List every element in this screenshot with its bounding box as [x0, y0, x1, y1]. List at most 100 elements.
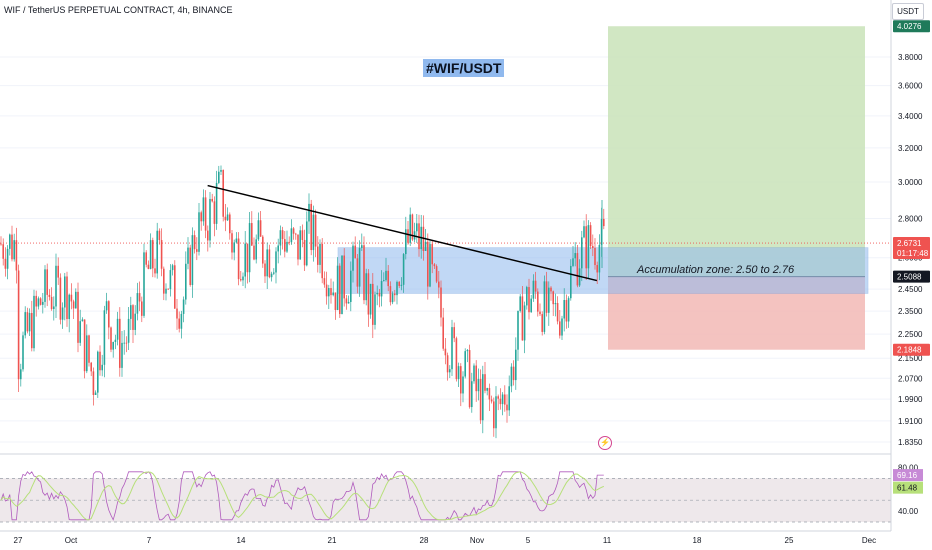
- candle-body: [561, 318, 563, 336]
- candle-body: [385, 270, 387, 281]
- candle-body: [462, 376, 464, 394]
- candle-body: [86, 335, 88, 372]
- candle-body: [15, 240, 18, 271]
- candle-body: [409, 214, 411, 243]
- candle-body: [306, 221, 308, 266]
- candle-body: [378, 292, 381, 297]
- candle-body: [266, 249, 268, 277]
- candle-body: [132, 305, 134, 330]
- candle-body: [31, 312, 33, 349]
- candle-body: [400, 284, 403, 286]
- candle-body: [147, 264, 150, 269]
- candle-body: [242, 276, 244, 281]
- candle-body: [231, 233, 233, 253]
- candle-body: [44, 269, 46, 302]
- currency-button[interactable]: USDT: [892, 3, 924, 20]
- candle-body: [279, 230, 282, 246]
- candle-body: [488, 388, 491, 400]
- candle-body: [471, 381, 473, 408]
- candle-body: [275, 251, 277, 273]
- target-zone[interactable]: [608, 26, 865, 277]
- price-tick-label: 2.0700: [898, 374, 923, 383]
- candle-body: [510, 366, 513, 387]
- candle-body: [431, 244, 433, 265]
- candle-body: [352, 245, 354, 271]
- candle-body: [189, 247, 191, 285]
- rsi-last-bg: [893, 469, 923, 482]
- candle-body: [229, 214, 231, 234]
- candle-body: [301, 230, 304, 240]
- candle-body: [99, 351, 101, 371]
- candle-body: [143, 252, 145, 316]
- candle-body: [332, 292, 334, 296]
- candle-body: [180, 313, 183, 329]
- candle-body: [246, 243, 249, 273]
- candle-body: [563, 300, 565, 319]
- candle-body: [94, 392, 97, 395]
- candle-body: [141, 301, 143, 316]
- candle-body: [55, 265, 57, 307]
- candle-body: [103, 310, 106, 365]
- candle-body: [152, 240, 154, 269]
- candle-body: [101, 364, 103, 371]
- candle-body: [435, 266, 438, 282]
- candle-body: [314, 214, 317, 247]
- candle-body: [273, 272, 275, 274]
- candle-body: [486, 388, 488, 391]
- candle-body: [361, 245, 363, 248]
- trendline[interactable]: [207, 184, 598, 282]
- rsi-ma-line: [0, 471, 604, 521]
- candle-body: [396, 281, 398, 296]
- candle-body: [515, 349, 517, 381]
- candle-body: [328, 288, 330, 297]
- candle-body: [130, 305, 132, 319]
- accumulation-zone[interactable]: [337, 247, 869, 294]
- candle-body: [407, 229, 409, 243]
- candle-body: [523, 305, 526, 341]
- entry-price-label: 2.5088: [897, 273, 922, 282]
- candle-body: [79, 321, 81, 343]
- candle-body: [552, 291, 554, 305]
- candle-body: [581, 237, 583, 269]
- candle-body: [240, 279, 242, 281]
- target-price-label-bg: [893, 20, 930, 33]
- last-price-label-countdown: 01:17:48: [897, 249, 929, 258]
- candle-body: [449, 369, 451, 373]
- candle-body: [444, 348, 447, 356]
- candle-body: [187, 247, 189, 264]
- candle-body: [482, 374, 484, 421]
- rsi-tick-label: 40.00: [898, 507, 919, 516]
- candle-body: [193, 235, 196, 250]
- time-tick-label: 28: [420, 536, 429, 545]
- time-tick-label: 7: [147, 536, 152, 545]
- rsi-ma-label: 61.48: [897, 484, 918, 493]
- candle-body: [127, 318, 130, 343]
- candle-body: [284, 239, 286, 252]
- candle-body: [299, 230, 301, 260]
- candle-body: [171, 265, 174, 271]
- candle-body: [394, 293, 396, 296]
- rsi-last-label: 69.16: [897, 471, 918, 480]
- candle-body: [336, 265, 339, 310]
- candle-body: [460, 366, 462, 394]
- candle-body: [380, 281, 383, 297]
- price-tick-label: 1.9900: [898, 395, 923, 404]
- candle-body: [24, 312, 26, 336]
- candle-body: [220, 170, 222, 172]
- candle-body: [270, 273, 273, 278]
- candle-body: [372, 283, 374, 325]
- candle-body: [215, 182, 218, 224]
- candle-body: [37, 298, 40, 307]
- candle-body: [405, 229, 407, 255]
- candle-body: [550, 287, 552, 292]
- lightning-icon[interactable]: ⚡: [598, 436, 612, 450]
- candle-body: [433, 264, 436, 267]
- candle-body: [501, 394, 504, 405]
- candle-body: [418, 223, 420, 250]
- candle-body: [567, 298, 570, 322]
- candle-body: [438, 281, 440, 288]
- candle-body: [541, 314, 543, 332]
- candle-body: [244, 243, 246, 277]
- candle-body: [20, 369, 22, 380]
